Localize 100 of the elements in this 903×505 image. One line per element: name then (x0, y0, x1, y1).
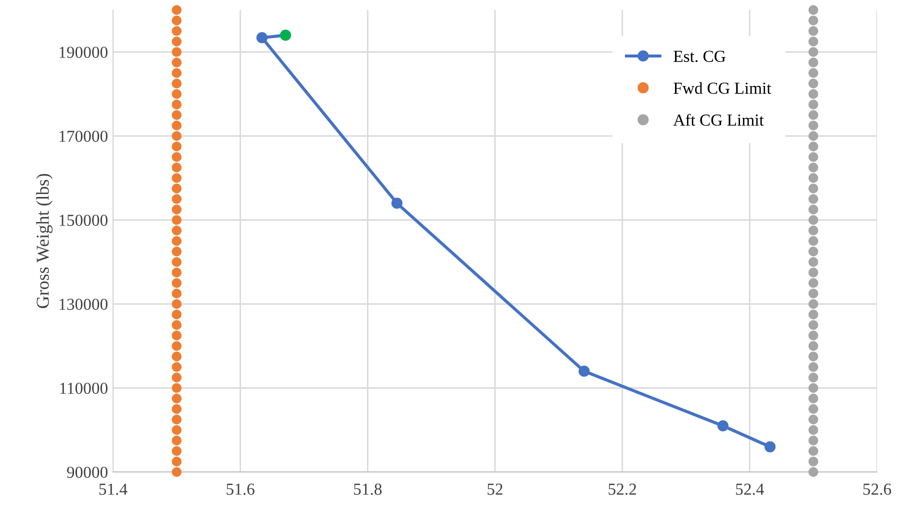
point (172, 394, 182, 404)
point (172, 352, 182, 362)
point (808, 78, 818, 88)
point (808, 372, 818, 382)
point (808, 184, 818, 194)
y-tick-label: 150000 (60, 214, 108, 226)
point (172, 215, 182, 225)
point (172, 26, 182, 36)
point (808, 446, 818, 456)
point (172, 120, 182, 130)
point (808, 162, 818, 172)
point (172, 36, 182, 46)
point (172, 436, 182, 446)
y-tick-label: 130000 (60, 298, 108, 310)
x-tick-label: 52.2 (608, 484, 636, 495)
point (172, 268, 182, 278)
point (808, 236, 818, 246)
point (808, 5, 818, 15)
point (808, 383, 818, 393)
point (808, 120, 818, 130)
point (578, 366, 590, 377)
point (808, 58, 818, 68)
point (172, 383, 182, 393)
point (172, 68, 182, 78)
point (808, 173, 818, 183)
point (808, 456, 818, 466)
point (172, 78, 182, 88)
point (172, 246, 182, 256)
point (808, 330, 818, 340)
point (808, 288, 818, 298)
point (808, 246, 818, 256)
point (172, 236, 182, 246)
point (808, 425, 818, 435)
point (172, 446, 182, 456)
point (172, 414, 182, 424)
point (717, 420, 728, 432)
point (172, 425, 182, 435)
point (808, 268, 818, 278)
point (172, 162, 182, 172)
point (172, 299, 182, 309)
point (172, 89, 182, 99)
point (808, 215, 818, 225)
point (172, 320, 182, 330)
y-tick-label: 110000 (60, 382, 108, 394)
point (808, 394, 818, 404)
point (808, 278, 818, 288)
point (172, 184, 182, 194)
point (764, 441, 776, 452)
point (172, 257, 182, 267)
point (172, 310, 182, 320)
point (172, 194, 182, 204)
legend-label: Fwd CG Limit (674, 82, 772, 94)
point (808, 352, 818, 362)
point (172, 16, 182, 26)
point (172, 131, 182, 141)
point (172, 288, 182, 298)
point (172, 5, 182, 15)
point (808, 414, 818, 424)
point (808, 26, 818, 36)
point (172, 142, 182, 152)
point (808, 467, 818, 477)
point (256, 32, 268, 44)
point (808, 320, 818, 330)
point (808, 257, 818, 267)
point (808, 89, 818, 99)
point (808, 310, 818, 320)
point (172, 47, 182, 57)
point (280, 30, 292, 41)
x-tick-label: 51.6 (226, 484, 254, 495)
point (808, 341, 818, 351)
x-tick-label: 52 (488, 484, 502, 495)
point (172, 330, 182, 340)
point (172, 152, 182, 162)
point (172, 100, 182, 110)
point (808, 299, 818, 309)
point (172, 362, 182, 372)
y-tick-label: 190000 (60, 46, 108, 58)
point (808, 194, 818, 204)
point (808, 47, 818, 57)
point (808, 152, 818, 162)
point (172, 204, 182, 214)
x-tick-label: 51.8 (354, 484, 382, 495)
point (808, 131, 818, 141)
point (391, 198, 403, 209)
y-tick-label: 90000 (67, 466, 108, 478)
point (172, 467, 182, 477)
point (172, 341, 182, 351)
legend-label: Aft CG Limit (673, 114, 764, 126)
point (172, 173, 182, 183)
point (808, 204, 818, 214)
point (172, 456, 182, 466)
point (172, 110, 182, 120)
x-tick-label: 51.4 (99, 484, 128, 495)
point (172, 278, 182, 288)
y-axis-title: Gross Weight (lbs) (36, 174, 53, 308)
point (808, 110, 818, 120)
point (808, 404, 818, 414)
legend-label: Est. CG (674, 50, 726, 62)
point (808, 226, 818, 236)
point (172, 404, 182, 414)
